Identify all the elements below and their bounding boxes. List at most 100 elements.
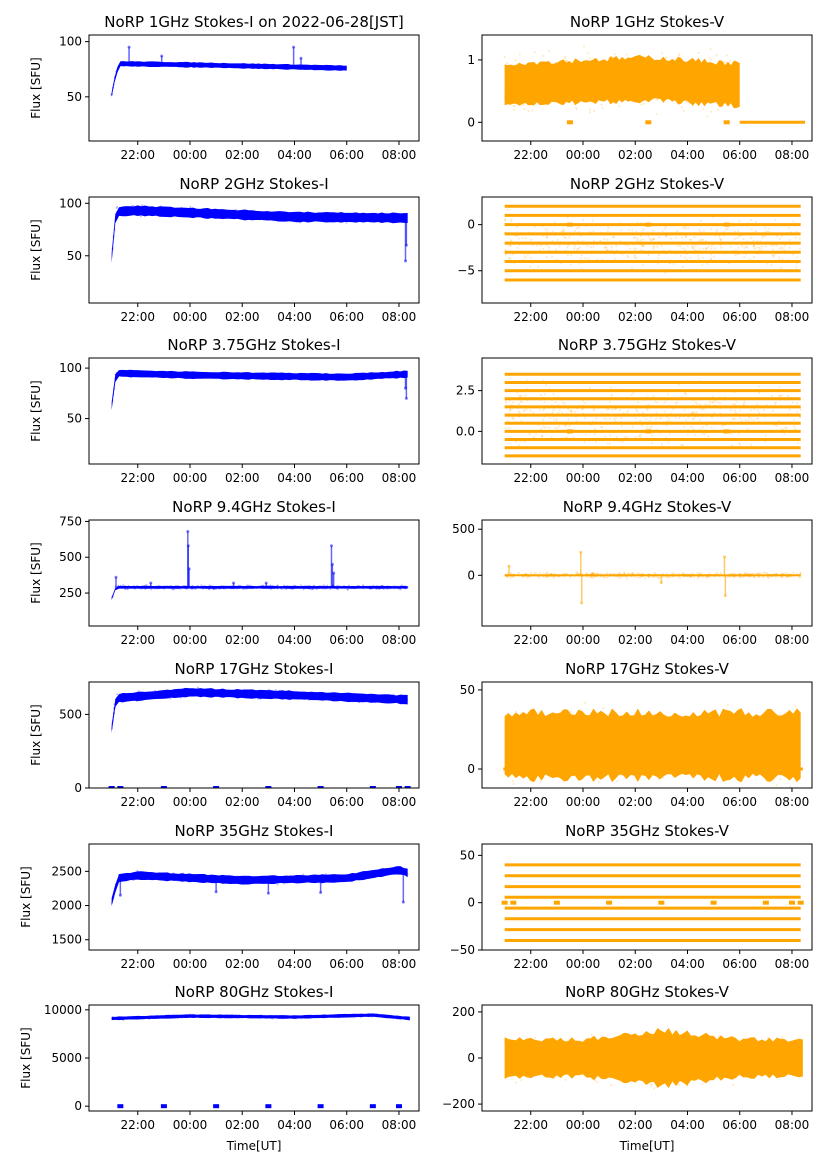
x-tick-label: 02:00 <box>618 633 653 647</box>
data-band <box>111 369 408 411</box>
data-point <box>710 426 713 429</box>
data-point <box>605 418 608 421</box>
data-point <box>569 576 572 579</box>
data-point <box>696 402 699 405</box>
data-point <box>550 436 553 439</box>
x-tick-label: 04:00 <box>670 310 705 324</box>
data-point <box>603 246 606 249</box>
x-tick-label: 02:00 <box>618 148 653 162</box>
data-point <box>653 238 656 241</box>
data-point <box>658 253 661 256</box>
data-point <box>512 401 515 404</box>
plot-area <box>503 701 803 788</box>
data-point <box>681 265 684 268</box>
data-point <box>771 395 774 398</box>
data-point <box>531 244 534 247</box>
data-point <box>520 400 523 403</box>
x-tick-label: 00:00 <box>173 795 208 809</box>
data-point <box>508 257 511 260</box>
data-point <box>765 230 768 233</box>
data-point <box>700 238 703 241</box>
subplot-title: NoRP 3.75GHz Stokes-V <box>558 336 737 354</box>
data-point <box>665 424 668 427</box>
data-point <box>683 425 686 428</box>
data-point <box>530 571 533 574</box>
data-point <box>504 427 507 430</box>
data-point <box>627 572 630 575</box>
data-point <box>740 576 743 579</box>
data-point <box>544 227 547 230</box>
data-point <box>725 228 728 231</box>
data-point <box>650 425 653 428</box>
data-point <box>659 581 663 585</box>
data-point <box>685 235 688 238</box>
data-point <box>591 571 594 574</box>
data-point <box>565 59 568 62</box>
data-point <box>757 575 760 578</box>
data-point <box>631 229 634 232</box>
data-point <box>692 427 695 430</box>
data-point <box>767 227 770 230</box>
data-point <box>533 572 536 575</box>
data-point <box>614 416 617 419</box>
data-zero-marker <box>395 786 402 788</box>
data-point <box>558 245 561 248</box>
data-point <box>785 426 788 429</box>
data-point <box>798 247 801 250</box>
data-point <box>509 244 512 247</box>
data-point <box>772 253 775 256</box>
data-point <box>694 400 697 403</box>
data-point <box>617 572 620 575</box>
data-point <box>506 208 509 211</box>
data-point <box>761 235 764 238</box>
data-point <box>609 434 612 437</box>
data-point <box>536 244 539 247</box>
x-tick-label: 04:00 <box>277 633 312 647</box>
data-point <box>731 572 734 575</box>
data-point <box>762 576 765 579</box>
x-tick-label: 06:00 <box>329 471 364 485</box>
data-point <box>574 229 577 232</box>
data-point <box>596 258 599 261</box>
plot-area <box>504 372 802 458</box>
data-point <box>681 247 684 250</box>
data-point <box>627 409 630 412</box>
x-tick-label: 00:00 <box>173 310 208 324</box>
data-point <box>346 588 349 591</box>
x-tick-label: 08:00 <box>382 310 417 324</box>
data-point <box>615 245 618 248</box>
data-point <box>679 576 682 579</box>
data-point <box>750 236 753 239</box>
data-point <box>753 245 756 248</box>
data-point <box>518 444 521 447</box>
data-point <box>699 219 702 222</box>
data-point <box>748 576 751 579</box>
y-tick-label: 0 <box>467 568 475 582</box>
data-point <box>565 436 568 439</box>
data-point <box>649 239 652 242</box>
data-point <box>653 571 656 574</box>
data-point <box>678 52 681 55</box>
data-point <box>523 255 526 258</box>
data-point <box>634 576 637 579</box>
data-point <box>764 440 767 443</box>
data-point <box>523 410 526 413</box>
data-point <box>706 262 709 265</box>
data-point <box>526 253 529 256</box>
data-point <box>548 50 551 53</box>
data-point <box>552 576 555 579</box>
data-point <box>762 571 765 574</box>
data-point <box>626 577 629 580</box>
data-point <box>566 254 569 257</box>
data-point <box>630 393 633 396</box>
x-tick-label: 06:00 <box>722 633 757 647</box>
data-point <box>750 228 753 231</box>
data-band <box>504 54 740 109</box>
data-point <box>705 248 708 251</box>
data-point <box>758 246 761 249</box>
data-point <box>114 575 118 579</box>
data-point <box>580 254 583 257</box>
data-point <box>705 247 708 250</box>
